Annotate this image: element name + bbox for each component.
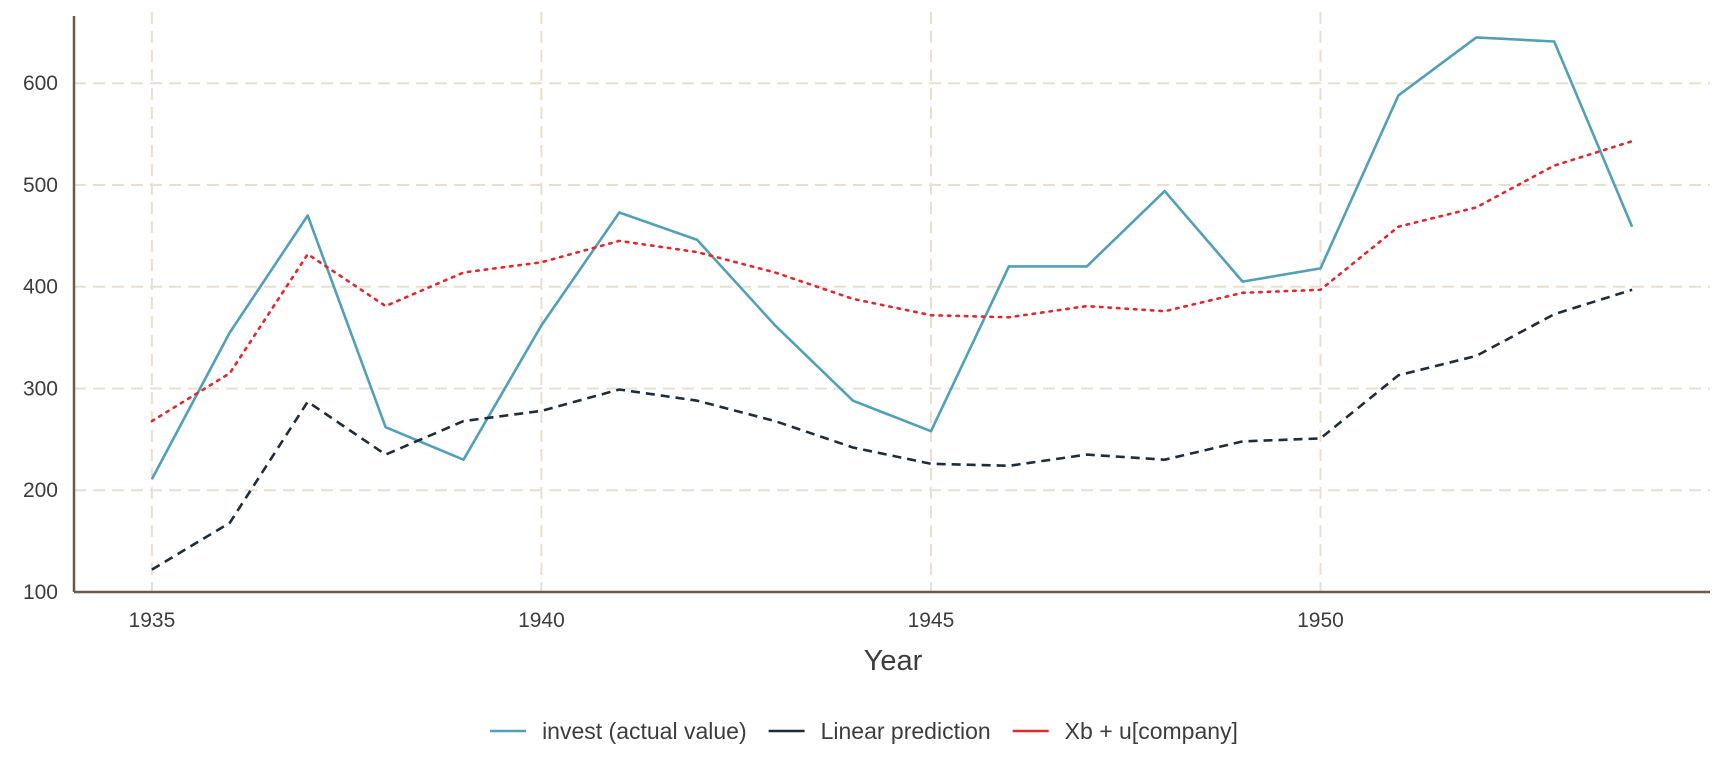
series-line-1 xyxy=(151,288,1633,571)
legend-label-1: Linear prediction xyxy=(821,718,991,744)
series-lines xyxy=(150,36,1634,571)
x-tick-label-1940: 1940 xyxy=(518,609,565,632)
x-tick-label-1945: 1945 xyxy=(908,609,955,632)
series-line-2 xyxy=(150,139,1634,423)
series-line-0 xyxy=(150,36,1634,480)
y-tick-label-500: 500 xyxy=(23,174,58,197)
x-axis-title: Year xyxy=(864,645,923,677)
x-tick-labels: 1935 1940 1945 1950 xyxy=(129,609,1344,632)
legend-label-2: Xb + u[company] xyxy=(1065,718,1238,744)
legend: invest (actual value) Linear prediction Xb… xyxy=(490,718,1238,744)
y-tick-label-600: 600 xyxy=(23,72,58,95)
y-tick-label-200: 200 xyxy=(23,479,58,502)
y-tick-labels: 100 200 300 400 500 600 xyxy=(23,72,58,604)
y-tick-label-100: 100 xyxy=(23,581,58,604)
legend-label-0: invest (actual value) xyxy=(542,718,747,744)
y-tick-label-400: 400 xyxy=(23,276,58,299)
axes xyxy=(72,16,1710,594)
x-tick-label-1935: 1935 xyxy=(129,609,176,632)
y-tick-label-300: 300 xyxy=(23,377,58,400)
grid-lines xyxy=(74,12,1710,593)
x-tick-label-1950: 1950 xyxy=(1297,609,1344,632)
